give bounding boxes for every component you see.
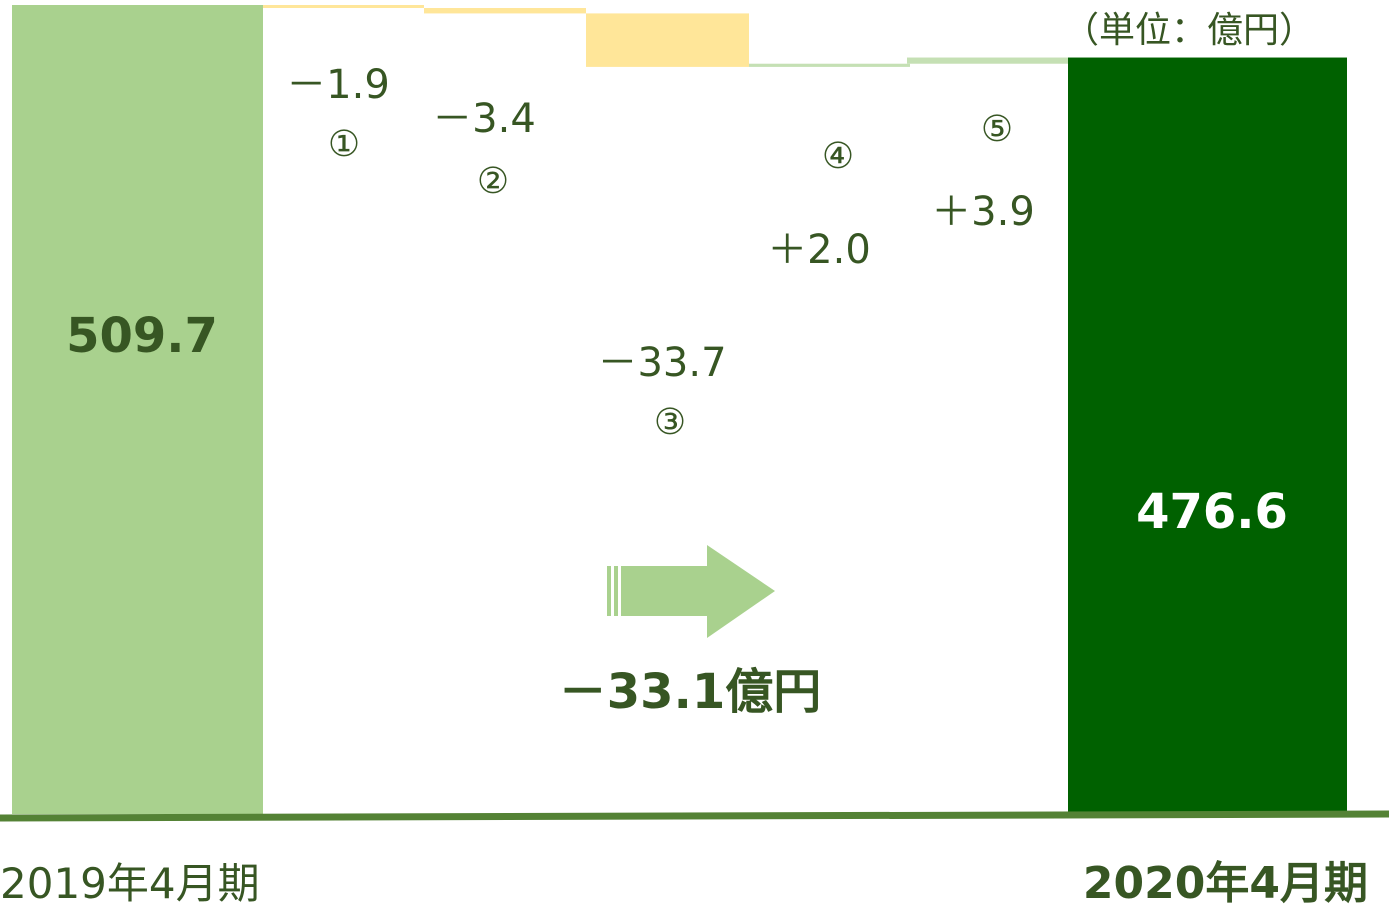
bars-layer (12, 5, 1347, 814)
total-change-label: －33.1億円 (559, 664, 821, 720)
bar-step-3 (586, 13, 749, 67)
arrow-right-icon (607, 545, 775, 638)
bar-step-2 (424, 8, 586, 14)
bar-step-1 (263, 5, 424, 9)
bar-step-2-value-label: －3.4 (432, 96, 536, 142)
bar-end (1068, 57, 1347, 814)
bar-step-5 (907, 57, 1068, 64)
bar-step-4-value-label: ＋2.0 (767, 227, 871, 273)
bar-step-5-marker: ⑤ (981, 109, 1013, 150)
labels-layer: 509.7 －1.9 ① －3.4 ② －33.7 ③ ＋2.0 ④ ＋3.9 ⑤ 476.6 (66, 62, 1288, 540)
unit-label: （単位：億円） (1063, 10, 1315, 51)
bar-step-5-value-label: ＋3.9 (931, 189, 1035, 235)
baseline-axis (0, 810, 1389, 822)
bar-step-3-marker: ③ (654, 402, 686, 443)
bar-step-1-marker: ① (328, 124, 360, 165)
bar-start (12, 5, 263, 814)
end-category-label: 2020年4月期 (1083, 858, 1368, 905)
bar-step-3-value-label: －33.7 (597, 340, 726, 386)
bar-step-4-marker: ④ (822, 136, 854, 177)
bar-end-value-label: 476.6 (1136, 484, 1288, 540)
start-category-label: 2019年4月期 (0, 859, 260, 905)
bar-start-value-label: 509.7 (66, 308, 218, 364)
bar-step-4 (749, 63, 910, 67)
bar-step-2-marker: ② (477, 161, 509, 202)
bar-step-1-value-label: －1.9 (286, 62, 390, 108)
